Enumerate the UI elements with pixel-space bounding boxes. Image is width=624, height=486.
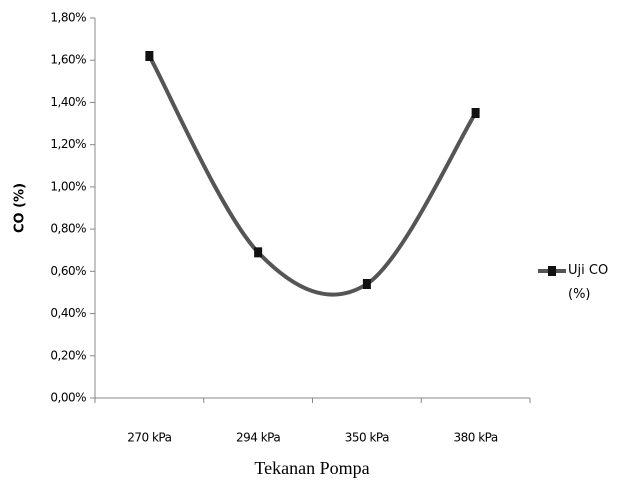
- y-tick-label: 0,80%: [50, 222, 86, 236]
- line: [147, 55, 478, 297]
- marker: [362, 279, 371, 289]
- x-tick-label: 350 kPa: [345, 431, 389, 445]
- marker: [254, 247, 263, 258]
- y-tick-label: 0,60%: [50, 264, 86, 278]
- marker: [145, 51, 154, 61]
- y-tick-label: 0,00%: [50, 391, 86, 405]
- x-tick-label: 294 kPa: [236, 431, 280, 445]
- x-tick-label: 380 kPa: [454, 431, 498, 445]
- x-axis-label: Tekanan Pompa: [254, 458, 369, 478]
- y-tick-label: 0,40%: [50, 306, 86, 320]
- y-tick-label: 0,20%: [50, 348, 86, 362]
- x-tick-label: 270 kPa: [127, 431, 171, 445]
- y-tick-label: 1,00%: [50, 179, 86, 193]
- legend-label: Uji CO (%): [568, 263, 609, 302]
- y-tick-label: 1,20%: [50, 137, 86, 151]
- y-axis-label: CO (%): [13, 183, 28, 233]
- legend-marker: [548, 266, 556, 276]
- y-tick-label: 1,40%: [50, 95, 86, 109]
- y-tick-label: 1,60%: [50, 53, 86, 67]
- marker: [471, 108, 480, 118]
- y-tick-label: 1,80%: [50, 11, 86, 25]
